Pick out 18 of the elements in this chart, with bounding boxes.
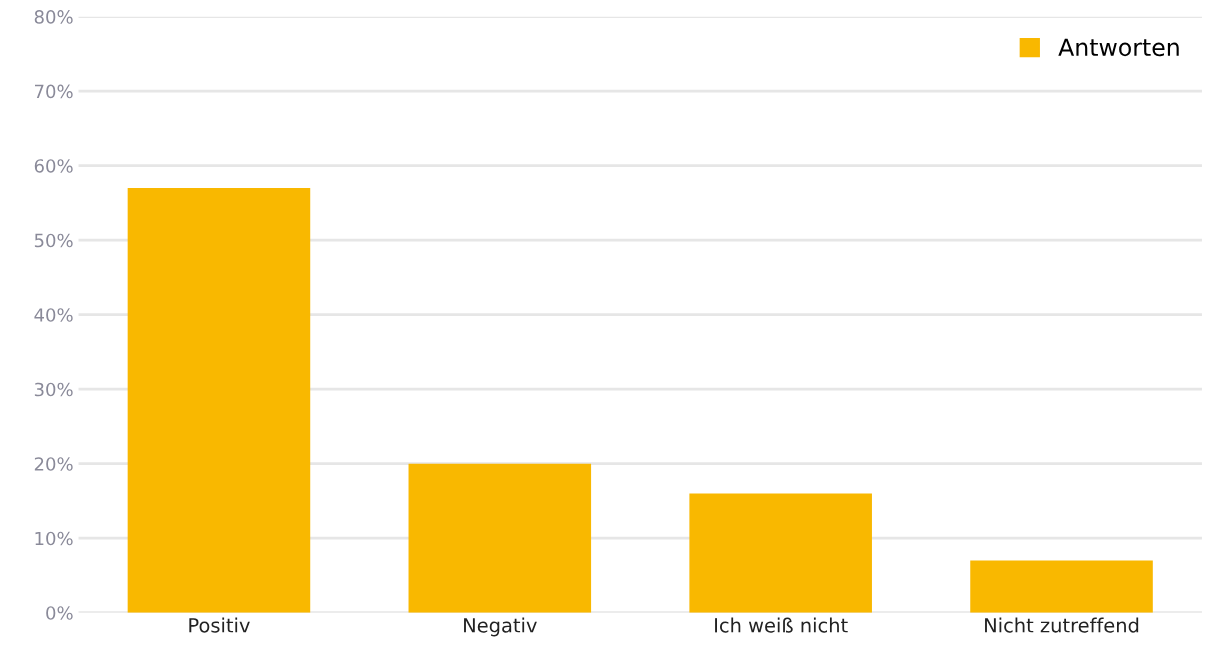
bar bbox=[689, 493, 872, 613]
y-tick-label: 40% bbox=[34, 308, 73, 322]
y-tick-label: 80% bbox=[34, 10, 73, 24]
x-tick-label: Ich weiß nicht bbox=[715, 617, 848, 633]
x-tick-label: Positiv bbox=[189, 617, 250, 633]
x-tick-label: Negativ bbox=[464, 617, 537, 637]
y-tick-label: 50% bbox=[34, 233, 73, 248]
bar bbox=[408, 463, 592, 613]
y-tick-label: 10% bbox=[35, 531, 73, 546]
y-tick-label: 60% bbox=[34, 159, 73, 173]
bar bbox=[970, 560, 1153, 613]
legend-label: Antworten bbox=[1058, 38, 1179, 57]
x-tick-label: Nicht zutreffend bbox=[985, 617, 1139, 633]
y-tick-label: 20% bbox=[34, 457, 73, 471]
y-tick-label: 0% bbox=[46, 606, 73, 620]
y-tick-label: 70% bbox=[35, 84, 73, 99]
y-tick-label: 30% bbox=[34, 382, 73, 397]
bar bbox=[127, 188, 311, 613]
